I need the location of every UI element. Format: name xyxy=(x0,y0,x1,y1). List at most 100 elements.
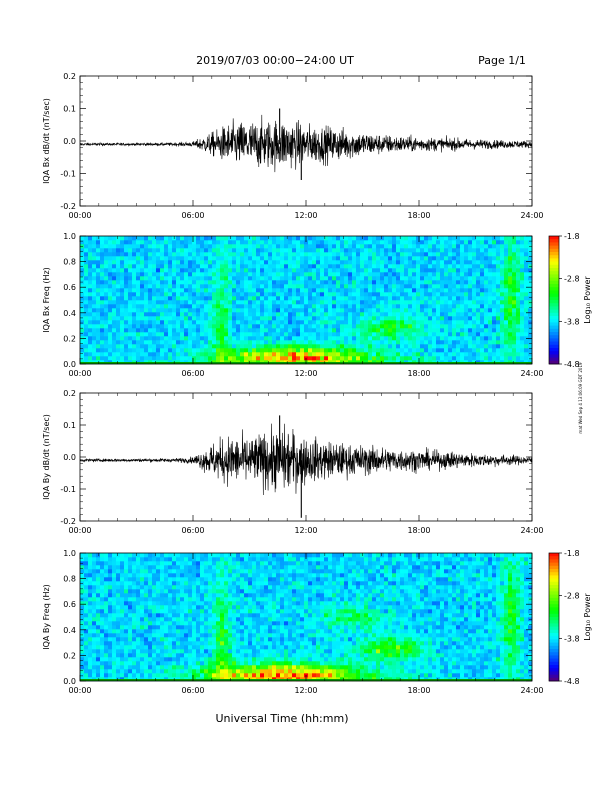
spectrogram-cell xyxy=(460,276,465,281)
spectrogram-cell xyxy=(284,312,289,317)
spectrogram-cell xyxy=(164,585,169,590)
spectrogram-cell xyxy=(260,288,265,293)
spectrogram-cell xyxy=(396,328,401,333)
spectrogram-cell xyxy=(376,272,381,277)
spectrogram-cell xyxy=(404,268,409,273)
spectrogram-cell xyxy=(312,332,317,337)
spectrogram-cell xyxy=(140,613,145,618)
spectrogram-cell xyxy=(136,581,141,586)
spectrogram-cell xyxy=(404,248,409,253)
spectrogram-cell xyxy=(128,669,133,674)
spectrogram-cell xyxy=(100,292,105,297)
spectrogram-cell xyxy=(436,280,441,285)
spectrogram-cell xyxy=(408,336,413,341)
spectrogram-cell xyxy=(100,601,105,606)
spectrogram-cell xyxy=(288,264,293,269)
colorbar-segment xyxy=(549,287,559,291)
spectrogram-cell xyxy=(384,312,389,317)
spectrogram-cell xyxy=(380,352,385,357)
spectrogram-cell xyxy=(528,276,533,281)
spectrogram-cell xyxy=(280,260,285,265)
spectrogram-cell xyxy=(516,340,521,345)
spectrogram-cell xyxy=(156,292,161,297)
spectrogram-cell xyxy=(396,252,401,257)
spectrogram-cell xyxy=(448,260,453,265)
spectrogram-cell xyxy=(252,336,257,341)
spectrogram-cell xyxy=(108,645,113,650)
spectrogram-cell xyxy=(332,240,337,245)
spectrogram-cell xyxy=(132,665,137,670)
spectrogram-cell xyxy=(168,336,173,341)
spectrogram-cell xyxy=(132,597,137,602)
spectrogram-cell xyxy=(256,272,261,277)
spectrogram-cell xyxy=(368,288,373,293)
spectrogram-cell xyxy=(444,236,449,241)
spectrogram-cell xyxy=(352,348,357,353)
spectrogram-cell xyxy=(384,264,389,269)
spectrogram-cell xyxy=(376,244,381,249)
colorbar-segment xyxy=(549,252,559,256)
spectrogram-cell xyxy=(104,597,109,602)
spectrogram-cell xyxy=(464,244,469,249)
spectrogram-cell xyxy=(264,240,269,245)
spectrogram-cell xyxy=(500,284,505,289)
spectrogram-cell xyxy=(352,252,357,257)
spectrogram-cell xyxy=(276,276,281,281)
spectrogram-cell xyxy=(228,244,233,249)
spectrogram-cell xyxy=(160,300,165,305)
spectrogram-cell xyxy=(200,236,205,241)
spectrogram-cell xyxy=(176,581,181,586)
spectrogram-cell xyxy=(328,268,333,273)
spectrogram-cell xyxy=(152,641,157,646)
spectrogram-cell xyxy=(308,280,313,285)
spectrogram-cell xyxy=(156,288,161,293)
spectrogram-cell xyxy=(220,288,225,293)
spectrogram-cell xyxy=(124,336,129,341)
spectrogram-cell xyxy=(524,300,529,305)
spectrogram-cell xyxy=(116,621,121,626)
spectrogram-cell xyxy=(316,280,321,285)
spectrogram-cell xyxy=(300,304,305,309)
spectrogram-cell xyxy=(360,304,365,309)
spectrogram-cell xyxy=(216,320,221,325)
spectrogram-cell xyxy=(256,316,261,321)
spectrogram-cell xyxy=(144,573,149,578)
spectrogram-cell xyxy=(312,236,317,241)
spectrogram-cell xyxy=(92,589,97,594)
spectrogram-cell xyxy=(268,300,273,305)
spectrogram-cell xyxy=(360,300,365,305)
spectrogram-cell xyxy=(196,649,201,654)
spectrogram-cell xyxy=(184,268,189,273)
spectrogram-cell xyxy=(332,316,337,321)
spectrogram-cell xyxy=(208,300,213,305)
spectrogram-cell xyxy=(224,264,229,269)
spectrogram-cell xyxy=(236,352,241,357)
spectrogram-cell xyxy=(484,332,489,337)
spectrogram-cell xyxy=(136,657,141,662)
spectrogram-cell xyxy=(388,308,393,313)
y-tick-label: -0.2 xyxy=(60,517,76,526)
spectrogram-cell xyxy=(300,288,305,293)
spectrogram-cell xyxy=(408,268,413,273)
spectrogram-cell xyxy=(188,272,193,277)
spectrogram-cell xyxy=(476,344,481,349)
spectrogram-cell xyxy=(100,344,105,349)
spectrogram-cell xyxy=(244,236,249,241)
spectrogram-cell xyxy=(236,276,241,281)
spectrogram-cell xyxy=(200,581,205,586)
spectrogram-cell xyxy=(264,328,269,333)
spectrogram-cell xyxy=(480,272,485,277)
spectrogram-cell xyxy=(144,352,149,357)
spectrogram-cell xyxy=(392,296,397,301)
spectrogram-cell xyxy=(492,340,497,345)
spectrogram-cell xyxy=(340,352,345,357)
spectrogram-cell xyxy=(336,288,341,293)
spectrogram-cell xyxy=(108,296,113,301)
spectrogram-cell xyxy=(108,260,113,265)
spectrogram-cell xyxy=(316,264,321,269)
spectrogram-cell xyxy=(248,336,253,341)
spectrogram-cell xyxy=(412,236,417,241)
spectrogram-cell xyxy=(512,348,517,353)
spectrogram-cell xyxy=(132,344,137,349)
spectrogram-cell xyxy=(508,256,513,261)
